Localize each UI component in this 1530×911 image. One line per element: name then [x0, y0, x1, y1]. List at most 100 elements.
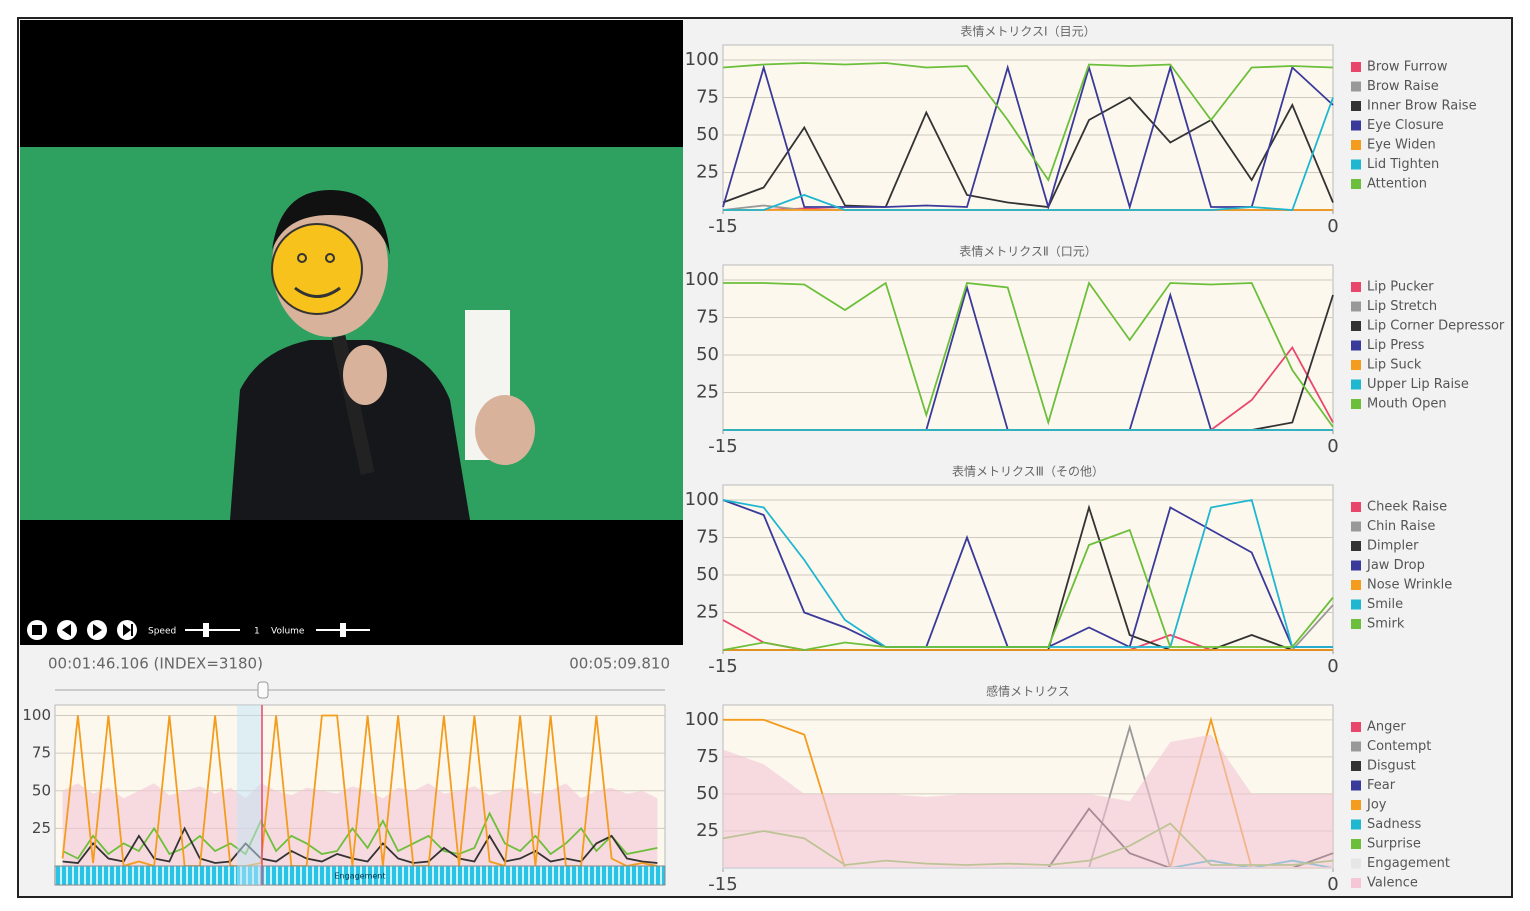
legend-label: Sadness — [1367, 817, 1421, 832]
plot-area — [722, 264, 1334, 431]
y-tick-label: 100 — [685, 49, 719, 70]
legend-swatch — [1351, 140, 1361, 150]
plot-area — [722, 44, 1334, 211]
smiley-mask — [271, 223, 363, 315]
y-tick-label: 75 — [696, 307, 719, 328]
y-tick-label: 50 — [696, 564, 719, 585]
legend-label: Disgust — [1367, 759, 1416, 774]
line-series — [722, 62, 1334, 182]
engagement-band-label: Engagement — [334, 872, 385, 881]
y-tick-label: 50 — [696, 344, 719, 365]
line-series — [723, 97, 1334, 211]
y-tick-label: 50 — [32, 781, 51, 799]
legend-swatch — [1351, 580, 1361, 590]
legend-label: Mouth Open — [1367, 397, 1447, 412]
legend-label: Lip Pucker — [1367, 280, 1434, 295]
legend-label: Valence — [1367, 876, 1418, 891]
legend-swatch — [1351, 780, 1361, 791]
legend-label: Nose Wrinkle — [1367, 578, 1452, 593]
legend-label: Eye Closure — [1367, 118, 1444, 133]
x-tick-label: 0 — [1327, 656, 1338, 677]
legend-label: Upper Lip Raise — [1367, 377, 1469, 392]
legend-swatch — [1351, 301, 1361, 312]
engagement-band — [54, 865, 666, 886]
legend-swatch — [1351, 321, 1361, 331]
legend-swatch — [1351, 858, 1361, 869]
y-tick-label: 50 — [696, 124, 719, 145]
legend-label: Dimpler — [1367, 539, 1419, 554]
seek-slider[interactable] — [257, 681, 269, 699]
legend-swatch — [1351, 81, 1361, 92]
y-tick-label: 25 — [696, 602, 719, 623]
legend-swatch — [1351, 619, 1361, 629]
line-series — [61, 714, 658, 868]
volume-slider[interactable] — [340, 623, 346, 637]
legend-swatch — [1351, 878, 1361, 888]
y-tick-label: 50 — [696, 783, 719, 804]
x-tick-label: -15 — [708, 656, 737, 677]
legend-label: Cheek Raise — [1367, 500, 1447, 515]
legend-label: Anger — [1367, 720, 1406, 735]
y-tick-label: 100 — [685, 269, 719, 290]
legend-swatch — [1351, 800, 1361, 810]
speed-label: Speed — [148, 627, 176, 637]
legend-label: Chin Raise — [1367, 519, 1435, 534]
legend-swatch — [1351, 379, 1361, 390]
line-series — [62, 826, 658, 864]
x-tick-label: 0 — [1327, 216, 1338, 237]
line-series — [722, 96, 1334, 208]
x-tick-label: -15 — [708, 874, 737, 895]
cursor-window — [237, 705, 262, 885]
plot-area — [722, 484, 1334, 651]
legend-label: Attention — [1367, 177, 1427, 192]
legend-label: Smile — [1367, 597, 1403, 612]
legend-label: Smirk — [1367, 617, 1405, 632]
y-tick-label: 75 — [32, 744, 51, 762]
legend-swatch — [1351, 599, 1361, 610]
y-tick-label: 25 — [32, 819, 51, 837]
legend-label: Joy — [1366, 798, 1387, 813]
legend-label: Lip Suck — [1367, 358, 1422, 373]
volume-label: Volume — [271, 627, 305, 637]
legend-label: Lip Stretch — [1367, 299, 1437, 314]
legend-label: Engagement — [1367, 856, 1450, 871]
line-series — [722, 64, 1334, 211]
legend-swatch — [1351, 282, 1361, 292]
legend-label: Surprise — [1367, 837, 1421, 852]
x-tick-label: -15 — [708, 216, 737, 237]
legend-swatch — [1351, 62, 1361, 72]
legend-swatch — [1351, 722, 1361, 732]
legend-swatch — [1351, 179, 1361, 189]
current-time: 00:01:46.106 (INDEX=3180) — [48, 655, 263, 673]
legend-label: Lip Corner Depressor — [1367, 319, 1505, 334]
chart-title: 感情メトリクス — [986, 684, 1070, 699]
legend-swatch — [1351, 502, 1361, 512]
chart-title: 表情メトリクスⅢ（その他） — [952, 465, 1104, 479]
y-tick-label: 75 — [696, 87, 719, 108]
legend-swatch — [1351, 560, 1361, 571]
speed-slider[interactable] — [203, 623, 209, 637]
y-tick-label: 25 — [696, 382, 719, 403]
total-time: 00:05:09.810 — [569, 655, 670, 673]
legend-label: Lid Tighten — [1367, 157, 1439, 172]
y-tick-label: 100 — [685, 709, 719, 730]
legend-swatch — [1351, 120, 1361, 131]
area-series — [723, 734, 1333, 868]
y-tick-label: 100 — [685, 489, 719, 510]
legend-swatch — [1351, 399, 1361, 409]
x-tick-label: 0 — [1327, 436, 1338, 457]
chart-title: 表情メトリクスⅡ（口元） — [959, 245, 1097, 259]
legend-swatch — [1351, 360, 1361, 370]
legend-label: Brow Furrow — [1367, 60, 1448, 75]
legend-label: Brow Raise — [1367, 79, 1439, 94]
line-series — [62, 811, 658, 860]
y-tick-label: 75 — [696, 527, 719, 548]
legend-label: Lip Press — [1367, 338, 1425, 353]
legend-swatch — [1351, 839, 1361, 849]
legend-swatch — [1351, 159, 1361, 170]
line-series — [722, 528, 1334, 651]
speed-value: 1 — [254, 627, 260, 637]
chart-title: 表情メトリクスⅠ（目元） — [960, 25, 1095, 39]
